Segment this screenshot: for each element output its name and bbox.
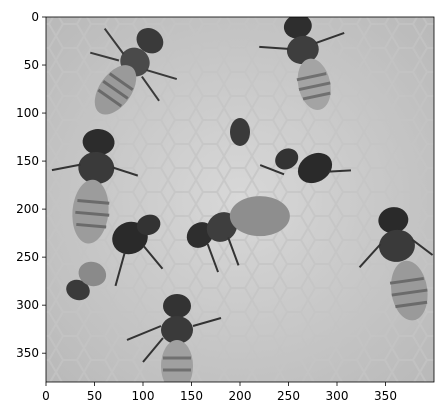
bee-9 xyxy=(66,261,107,301)
x-tick-label: 0 xyxy=(42,389,50,403)
bee-3 xyxy=(51,129,139,244)
y-axis: 0 50 100 150 200 250 300 350 xyxy=(16,10,46,360)
x-tick-label: 350 xyxy=(374,389,397,403)
bee-5 xyxy=(186,196,290,273)
bee-head-small xyxy=(230,118,250,146)
y-tick-label: 100 xyxy=(16,106,39,120)
bee-1 xyxy=(90,27,178,115)
y-tick-label: 250 xyxy=(16,250,39,264)
x-tick-label: 300 xyxy=(326,389,349,403)
y-tick-label: 300 xyxy=(16,298,39,312)
x-tick-label: 50 xyxy=(87,389,102,403)
y-tick-label: 150 xyxy=(16,154,39,168)
x-tick-label: 250 xyxy=(277,389,300,403)
x-tick-label: 100 xyxy=(132,389,155,403)
bee-7 xyxy=(358,207,434,321)
x-axis: 0 50 100 150 200 250 300 350 xyxy=(42,382,397,403)
y-tick-label: 350 xyxy=(16,346,39,360)
y-tick-label: 0 xyxy=(31,10,39,24)
bee-2 xyxy=(259,17,345,110)
y-tick-label: 50 xyxy=(24,58,39,72)
x-tick-label: 150 xyxy=(180,389,203,403)
bee-8 xyxy=(126,294,222,382)
image-plot-area xyxy=(46,17,434,382)
y-tick-label: 200 xyxy=(16,202,39,216)
bee-6 xyxy=(259,148,352,184)
x-tick-label: 200 xyxy=(229,389,252,403)
bee-4 xyxy=(112,214,164,287)
